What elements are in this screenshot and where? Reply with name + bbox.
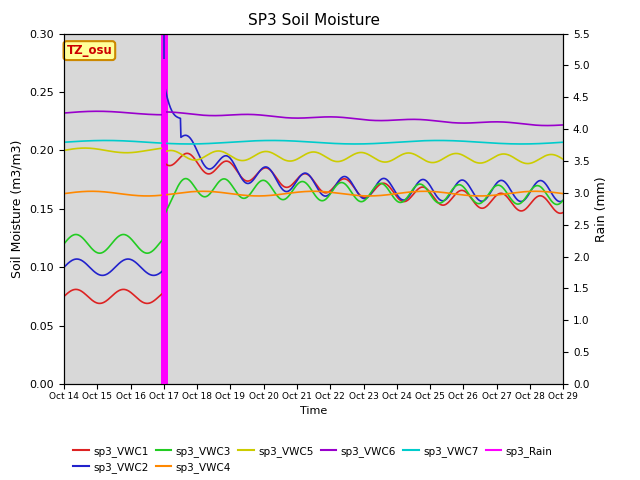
Y-axis label: Soil Moisture (m3/m3): Soil Moisture (m3/m3): [11, 140, 24, 278]
Legend: sp3_VWC1, sp3_VWC2, sp3_VWC3, sp3_VWC4, sp3_VWC5, sp3_VWC6, sp3_VWC7, sp3_Rain: sp3_VWC1, sp3_VWC2, sp3_VWC3, sp3_VWC4, …: [69, 442, 557, 477]
Title: SP3 Soil Moisture: SP3 Soil Moisture: [248, 13, 380, 28]
Bar: [162, 59, 166, 384]
X-axis label: Time: Time: [300, 406, 327, 416]
Y-axis label: Rain (mm): Rain (mm): [595, 176, 608, 241]
Text: TZ_osu: TZ_osu: [67, 44, 112, 57]
